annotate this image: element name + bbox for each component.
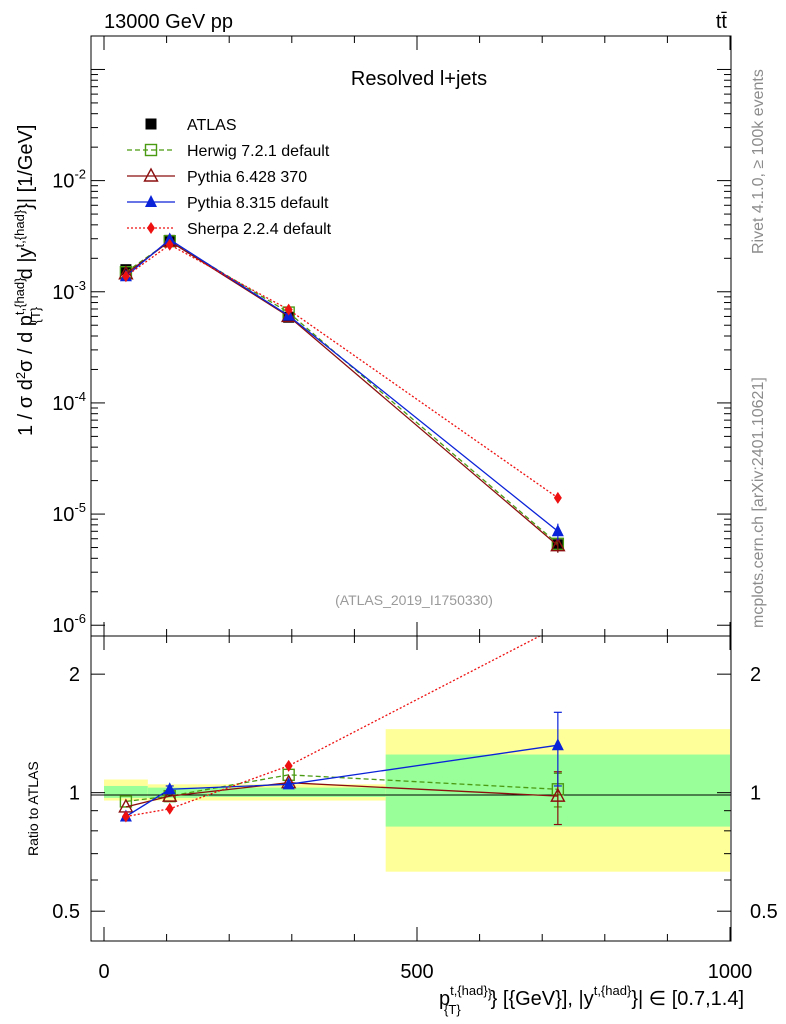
ratio-point bbox=[165, 802, 174, 815]
series-line bbox=[125, 240, 559, 545]
series-line bbox=[125, 238, 559, 532]
ratio-line bbox=[125, 774, 558, 803]
x-axis-label: pt,{had}} {T}} [{GeV}], |yt,{had}}| ∈ [0.… bbox=[439, 983, 744, 1017]
main-y-tick-label: 10-5 bbox=[52, 500, 86, 526]
energy-label: 13000 GeV pp bbox=[104, 11, 233, 33]
ratio-y-tick-label-right: 0.5 bbox=[750, 901, 778, 923]
data-point bbox=[121, 270, 130, 283]
series-line bbox=[125, 243, 559, 499]
ratio-axes: 0.5 0.5 1 1 2 2 0 500 1000 bbox=[52, 636, 778, 983]
ratio-series-sherpa-2-2-4-default bbox=[121, 621, 562, 823]
main-y-tick-label: 10-4 bbox=[52, 389, 86, 415]
series-sherpa-2-2-4-default bbox=[121, 238, 562, 504]
ratio-point bbox=[121, 810, 130, 823]
legend-label: Herwig 7.2.1 default bbox=[187, 143, 330, 160]
ratio-y-tick-label: 2 bbox=[69, 664, 80, 686]
main-y-tick-label: 10-2 bbox=[52, 167, 86, 193]
legend-item-herwig-7-2-1-default: Herwig 7.2.1 default bbox=[127, 143, 330, 160]
series-pythia-6-428-370 bbox=[118, 232, 566, 553]
main-series-group bbox=[118, 232, 566, 553]
main-y-axis-label: 1 / σ d2σ / d pt,{had}{T} d |yt,{had}}| … bbox=[12, 125, 43, 436]
legend-item-pythia-8-315-default: Pythia 8.315 default bbox=[127, 195, 329, 212]
analysis-id-label: (ATLAS_2019_I1750330) bbox=[335, 592, 493, 608]
stat-uncertainty-band bbox=[197, 787, 386, 798]
chart-title: Resolved l+jets bbox=[351, 68, 487, 90]
legend-marker bbox=[145, 118, 157, 130]
ratio-y-tick-label-right: 2 bbox=[750, 664, 761, 686]
ratio-y-tick-label: 1 bbox=[69, 783, 80, 805]
legend-item-sherpa-2-2-4-default: Sherpa 2.2.4 default bbox=[127, 221, 332, 238]
legend-label: Pythia 6.428 370 bbox=[187, 169, 307, 186]
legend-marker bbox=[145, 195, 157, 207]
ratio-point bbox=[284, 759, 293, 772]
main-y-axis: 10-6 10-5 10-4 10-3 10-2 bbox=[52, 35, 731, 637]
main-y-tick-label: 10-6 bbox=[52, 611, 86, 637]
mcplots-label: mcplots.cern.ch [arXiv:2401.10621] bbox=[750, 377, 767, 628]
ratio-point bbox=[551, 738, 564, 751]
ratio-series-group bbox=[118, 621, 566, 826]
data-point bbox=[553, 491, 562, 504]
x-tick-label: 1000 bbox=[708, 961, 753, 983]
data-point bbox=[163, 232, 176, 245]
ratio-point bbox=[282, 777, 295, 790]
ratio-plot-frame bbox=[90, 635, 732, 942]
ratio-point bbox=[163, 782, 176, 795]
ratio-y-axis-label: Ratio to ATLAS bbox=[25, 761, 41, 856]
x-tick-label: 0 bbox=[98, 961, 109, 983]
legend-marker bbox=[143, 167, 159, 182]
data-point bbox=[284, 303, 293, 316]
ratio-point bbox=[550, 787, 566, 802]
legend-item-atlas: ATLAS bbox=[145, 117, 237, 134]
legend-label: ATLAS bbox=[187, 117, 237, 134]
data-point bbox=[165, 238, 174, 251]
stat-uncertainty-band bbox=[104, 785, 148, 798]
process-label: tt̄ bbox=[716, 11, 728, 33]
data-point bbox=[550, 537, 566, 552]
main-y-tick-label: 10-3 bbox=[52, 278, 86, 304]
series-line bbox=[125, 240, 559, 547]
legend: ATLAS Herwig 7.2.1 default Pythia 6.428 37… bbox=[127, 117, 332, 238]
series-herwig-7-2-1-default bbox=[119, 235, 565, 551]
x-tick-label: 500 bbox=[400, 961, 433, 983]
data-point bbox=[551, 524, 564, 537]
ratio-point bbox=[554, 621, 562, 633]
legend-marker bbox=[144, 143, 158, 157]
rivet-version-label: Rivet 4.1.0, ≥ 100k events bbox=[750, 69, 767, 254]
legend-item-pythia-6-428-370: Pythia 6.428 370 bbox=[127, 167, 307, 186]
legend-label: Pythia 8.315 default bbox=[187, 195, 329, 212]
ratio-uncertainty-bands bbox=[104, 729, 730, 872]
ratio-y-tick-label: 0.5 bbox=[52, 901, 80, 923]
legend-label: Sherpa 2.2.4 default bbox=[187, 221, 332, 238]
ratio-point bbox=[119, 795, 133, 808]
ratio-line bbox=[125, 744, 558, 818]
ratio-line bbox=[125, 782, 558, 808]
legend-marker bbox=[147, 222, 155, 234]
series-atlas bbox=[120, 234, 564, 553]
ratio-y-tick-label-right: 1 bbox=[750, 783, 761, 805]
ratio-point bbox=[162, 787, 178, 802]
